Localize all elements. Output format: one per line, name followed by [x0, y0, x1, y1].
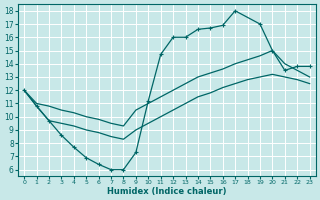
X-axis label: Humidex (Indice chaleur): Humidex (Indice chaleur)	[107, 187, 227, 196]
